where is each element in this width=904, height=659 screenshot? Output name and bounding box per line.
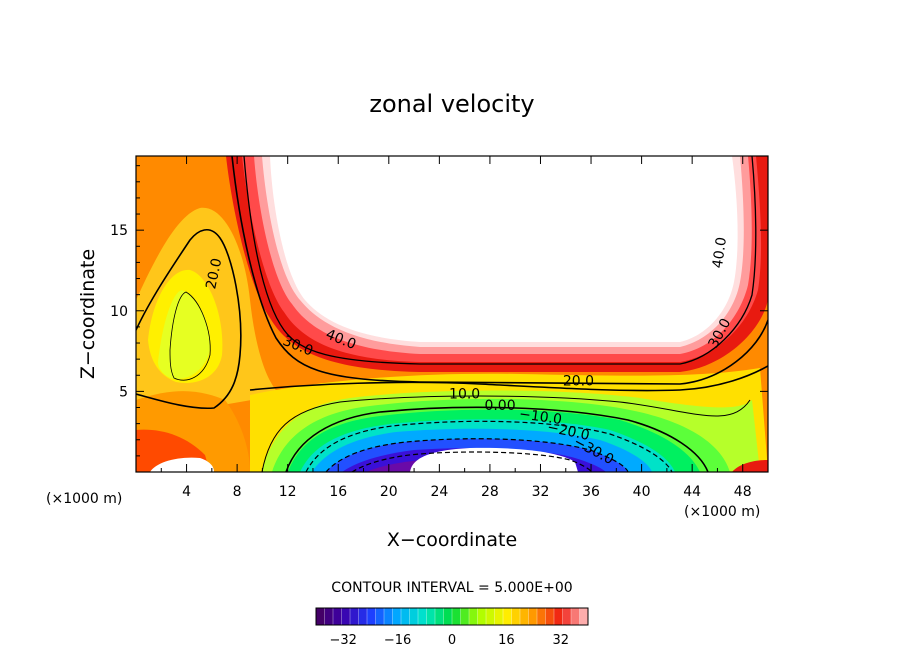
- x-tick-label: 32: [532, 484, 550, 500]
- contour-line-positive-10-left: [169, 291, 211, 381]
- x-unit-label-left: (×1000 m): [46, 491, 122, 507]
- contour-line-positive-40: [243, 156, 757, 365]
- colorbar-tick-label: 0: [448, 633, 456, 648]
- colorbar-bin: [375, 608, 385, 625]
- x-tick-label: 20: [380, 484, 398, 500]
- contour-line-positive-30: [231, 156, 768, 385]
- colorbar-bin: [324, 608, 334, 625]
- contour-label: 10.0: [449, 387, 480, 403]
- colorbar-bin: [358, 608, 368, 625]
- colorbar-tick-label: −16: [384, 633, 411, 648]
- colorbar-bin: [409, 608, 419, 625]
- colorbar-bin: [426, 608, 436, 625]
- contour-line-negative-10: [305, 420, 673, 472]
- colorbar-bin: [401, 608, 410, 625]
- x-tick-label: 44: [683, 484, 701, 500]
- x-unit-label-right: (×1000 m): [684, 504, 760, 520]
- colorbar-bin: [520, 608, 529, 625]
- plot-area: 20.040.030.040.030.020.010.00.00−10.0−20…: [136, 156, 768, 472]
- colorbar-bin: [477, 608, 487, 625]
- colorbar-bin: [486, 608, 495, 625]
- offscale-region-bottom-left: [150, 457, 214, 472]
- colorbar-bin: [545, 608, 555, 625]
- x-tick-label: 48: [734, 484, 752, 500]
- contour-line-positive-20-mid: [249, 365, 768, 392]
- contour-line-negative-30: [351, 451, 593, 472]
- colorbar-bin: [469, 608, 478, 625]
- x-tick-label: 4: [182, 484, 191, 500]
- contour-line-negative-20: [325, 438, 629, 472]
- colorbar-bin: [579, 608, 589, 625]
- colorbar-bin: [452, 608, 461, 625]
- contour-line-positive-10: [261, 395, 751, 472]
- offscale-region-top: [270, 156, 738, 342]
- contour-label: 0.00: [484, 398, 515, 414]
- colorbar-tick-label: 16: [498, 633, 515, 648]
- colorbar-bin: [392, 608, 402, 625]
- colorbar-bin: [528, 608, 538, 625]
- x-axis-title: X−coordinate: [387, 529, 517, 551]
- y-axis-title: Z−coordinate: [77, 249, 99, 379]
- colorbar-bin: [554, 608, 563, 625]
- colorbar-bin: [333, 608, 342, 625]
- contour-label: −10.0: [518, 406, 563, 428]
- colorbar-bin: [350, 608, 359, 625]
- colorbar-bin: [537, 608, 546, 625]
- colorbar-bin: [443, 608, 453, 625]
- colorbar-frame: [315, 607, 589, 626]
- contour-label: 20.0: [563, 374, 594, 390]
- field-band-yellowgreen-core: [158, 290, 211, 380]
- y-tick-label: 10: [110, 304, 128, 320]
- colorbar-bin: [435, 608, 444, 625]
- x-tick-label: 36: [582, 484, 600, 500]
- colorbar-bin: [494, 608, 504, 625]
- y-axis-ticks: 5 10 15: [110, 165, 768, 457]
- y-tick-label: 5: [119, 384, 128, 400]
- x-tick-label: 40: [633, 484, 651, 500]
- contour-interval-note: CONTOUR INTERVAL = 5.000E+00: [331, 580, 572, 596]
- colorbar-bin: [571, 608, 580, 625]
- colorbar-bin: [460, 608, 470, 625]
- y-tick-label: 15: [110, 223, 128, 239]
- colorbar-bin: [341, 608, 351, 625]
- x-tick-label: 12: [279, 484, 297, 500]
- colorbar: [316, 608, 589, 625]
- contour-line-positive-20: [136, 229, 242, 410]
- contour-lines: [136, 156, 768, 472]
- colorbar-bin: [503, 608, 512, 625]
- colorbar-ticks: −32 −16 0 16 32: [329, 633, 569, 648]
- colorbar-bin: [316, 608, 325, 625]
- contour-label: 40.0: [710, 236, 730, 269]
- contour-label: 20.0: [203, 257, 225, 291]
- x-tick-label: 24: [430, 484, 448, 500]
- x-tick-label: 8: [233, 484, 242, 500]
- colorbar-bin: [562, 608, 572, 625]
- colorbar-bin: [418, 608, 427, 625]
- x-tick-label: 16: [329, 484, 347, 500]
- colorbar-bin: [367, 608, 376, 625]
- plot-frame: [135, 155, 769, 473]
- contour-line-zero: [285, 406, 709, 472]
- offscale-region-bottom-center: [410, 447, 578, 472]
- colorbar-tick-label: 32: [553, 633, 570, 648]
- field-band-red-lowright: [732, 460, 768, 472]
- colorbar-bin: [511, 608, 521, 625]
- colorbar-bin: [384, 608, 393, 625]
- chart-title: zonal velocity: [369, 90, 534, 118]
- x-tick-label: 28: [481, 484, 499, 500]
- colorbar-tick-label: −32: [329, 633, 356, 648]
- x-axis-ticks: 4 8 12 16 20 24 28 32 36 40 44 48: [160, 156, 752, 500]
